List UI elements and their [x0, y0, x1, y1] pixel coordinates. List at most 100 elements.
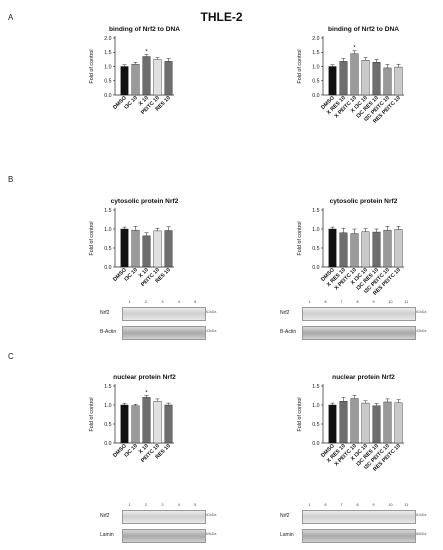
bar [142, 235, 151, 268]
bar [164, 61, 173, 96]
y-axis-label: Fold of control [89, 221, 95, 255]
chart-title: nuclear protein Nrf2 [113, 374, 176, 381]
lane-number: 2 [145, 300, 148, 304]
lane-number: 1 [308, 503, 311, 507]
significance-marker: * [145, 390, 148, 396]
western-blot-c-left: 1 2 3 4 5 Nrf2 61kDa Lamin 69kDa [100, 503, 220, 546]
y-tick-label: 0.0 [312, 441, 319, 447]
y-axis-label: Fold of control [89, 49, 95, 83]
lane-number: 6 [324, 503, 327, 507]
bar [361, 60, 370, 96]
chart-title: nuclear protein Nrf2 [332, 374, 395, 381]
bar [383, 229, 392, 268]
y-axis-label: Fold of control [297, 397, 303, 431]
blot-kda-label: 61kDa [206, 513, 217, 517]
bar [350, 398, 359, 444]
blot-band-strip [122, 510, 206, 524]
blot-row-label: B-Actin [280, 329, 297, 335]
y-tick-label: 0.0 [312, 93, 319, 99]
bar [164, 404, 173, 444]
bar [372, 405, 381, 444]
blot-band-strip [302, 510, 416, 524]
bar [350, 233, 359, 268]
blot-row-label: Nrf2 [280, 310, 290, 316]
lane-number: 4 [177, 503, 180, 507]
blot-kda-label: 69kDa [416, 532, 427, 536]
bar [339, 401, 348, 444]
western-blot-b-left: 1 2 3 4 5 Nrf2 61kDa B-Actin 43kDa [100, 300, 220, 345]
y-tick-label: 0.0 [104, 93, 111, 99]
bar [339, 232, 348, 268]
lane-number: 1 [128, 503, 131, 507]
y-tick-label: 0.0 [104, 265, 111, 271]
lane-number: 8 [356, 503, 359, 507]
bar [383, 401, 392, 444]
bar [394, 66, 403, 96]
y-tick-label: 0.0 [312, 265, 319, 271]
y-tick-label: 1.0 [104, 403, 111, 409]
bar [372, 62, 381, 96]
y-tick-label: 0.0 [104, 441, 111, 447]
bar [328, 404, 337, 444]
blot-kda-label: 43kDa [206, 329, 217, 333]
blot-row-label: Lamin [100, 532, 114, 538]
chart-a-left: binding of Nrf2 to DNA Fold of control 0.0… [89, 26, 180, 116]
bar [131, 64, 140, 96]
chart-c-left: nuclear protein Nrf2 Fold of control 0.0 0.… [89, 374, 176, 464]
chart-a-right: binding of Nrf2 to DNA Fold of control 0.0… [297, 26, 404, 125]
chart-title: binding of Nrf2 to DNA [109, 26, 180, 33]
chart-title: cytosolic protein Nrf2 [330, 198, 398, 205]
bar [394, 402, 403, 444]
bar [361, 231, 370, 268]
y-tick-label: 1.0 [312, 227, 319, 233]
y-tick-label: 0.5 [104, 422, 111, 428]
y-tick-label: 1.5 [312, 208, 319, 214]
western-blot-c-right: 1 6 7 8 9 10 11 Nrf2 61kDa Lamin 69kDa [280, 503, 430, 546]
bar [372, 231, 381, 268]
bar [350, 53, 359, 96]
y-axis-label: Fold of control [89, 397, 95, 431]
figure-title: THLE-2 [200, 10, 243, 24]
bar [394, 229, 403, 268]
y-tick-label: 1.5 [104, 208, 111, 214]
significance-marker: * [353, 46, 356, 52]
chart-b-right: cytosolic protein Nrf2 Fold of control 0.0… [297, 198, 404, 297]
y-tick-label: 2.0 [312, 36, 319, 42]
panel-label-b: B [8, 175, 14, 184]
blot-row-label: Nrf2 [100, 513, 110, 519]
blot-band-strip [122, 326, 206, 340]
bar [153, 59, 162, 96]
lane-number: 10 [388, 503, 393, 507]
lane-number: 5 [194, 300, 197, 304]
y-tick-label: 2.0 [104, 36, 111, 42]
bar [120, 228, 129, 268]
blot-row-label: Lamin [280, 532, 294, 538]
y-tick-label: 1.0 [312, 403, 319, 409]
bar [120, 404, 129, 444]
bar [153, 401, 162, 444]
lane-number: 9 [372, 300, 375, 304]
bar [383, 67, 392, 96]
blot-kda-label: 61kDa [416, 310, 427, 314]
bar [120, 66, 129, 96]
bar [361, 402, 370, 444]
blot-band-strip [122, 529, 206, 543]
lane-number: 5 [194, 503, 197, 507]
lane-number: 1 [128, 300, 131, 304]
blot-row-label: B-Actin [100, 329, 117, 335]
lane-number: 8 [356, 300, 359, 304]
y-tick-label: 0.5 [312, 79, 319, 85]
blot-kda-label: 69kDa [206, 532, 217, 536]
lane-number: 11 [404, 300, 409, 304]
bar [131, 229, 140, 268]
blot-band-strip [302, 326, 416, 340]
lane-number: 10 [388, 300, 393, 304]
y-axis-label: Fold of control [297, 221, 303, 255]
bar [164, 230, 173, 268]
blot-band-strip [302, 307, 416, 321]
y-tick-label: 1.0 [312, 64, 319, 70]
bar [153, 230, 162, 268]
blot-band-strip [122, 307, 206, 321]
y-tick-label: 1.5 [104, 384, 111, 390]
chart-title: binding of Nrf2 to DNA [328, 26, 399, 33]
